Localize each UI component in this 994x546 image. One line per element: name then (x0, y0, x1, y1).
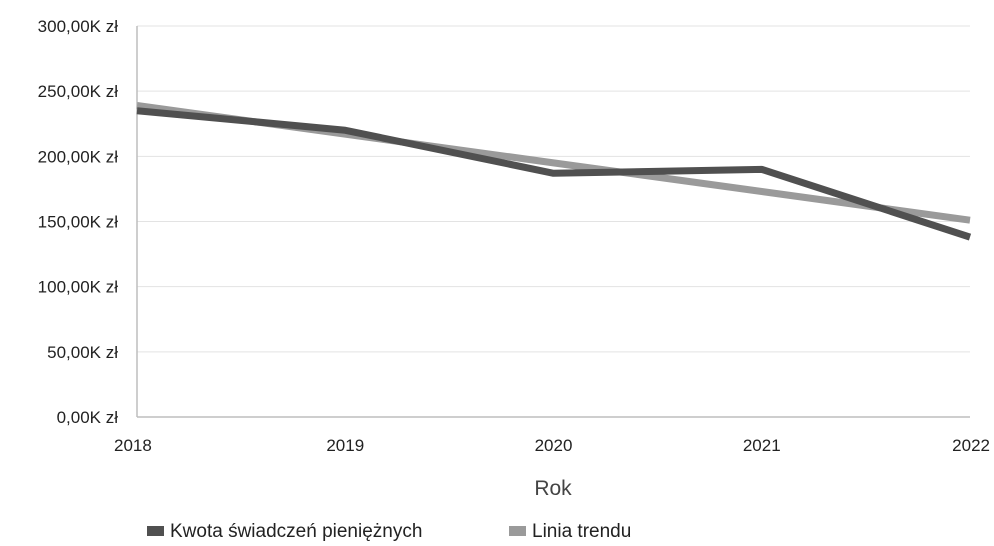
x-tick-label: 2021 (743, 436, 781, 455)
legend-label: Linia trendu (532, 521, 631, 542)
y-tick-label: 100,00K zł (38, 278, 119, 297)
legend-label: Kwota świadczeń pieniężnych (170, 521, 422, 542)
y-tick-label: 0,00K zł (57, 408, 119, 427)
series-lines (136, 102, 972, 241)
x-axis-title: Rok (534, 477, 572, 500)
legend: Kwota świadczeń pieniężnych Linia trendu (147, 521, 631, 542)
legend-item: Kwota świadczeń pieniężnych (147, 521, 422, 542)
legend-swatch (147, 526, 164, 536)
y-tick-label: 200,00K zł (38, 147, 119, 166)
legend-item: Linia trendu (509, 521, 631, 542)
x-axis-tick-labels: 2018 2019 2020 2021 2022 (114, 436, 990, 455)
series-line (136, 107, 972, 241)
axes (136, 26, 970, 418)
y-tick-label: 50,00K zł (47, 343, 118, 362)
x-tick-label: 2019 (326, 436, 364, 455)
x-tick-label: 2022 (952, 436, 990, 455)
legend-swatch (509, 526, 526, 536)
y-tick-label: 250,00K zł (38, 82, 119, 101)
gridlines (137, 25, 970, 353)
x-tick-label: 2018 (114, 436, 152, 455)
x-tick-label: 2020 (535, 436, 573, 455)
y-tick-label: 150,00K zł (38, 213, 119, 232)
y-tick-label: 300,00K zł (38, 17, 119, 36)
y-axis-tick-labels: 0,00K zł 50,00K zł 100,00K zł 150,00K zł 200… (38, 17, 119, 427)
